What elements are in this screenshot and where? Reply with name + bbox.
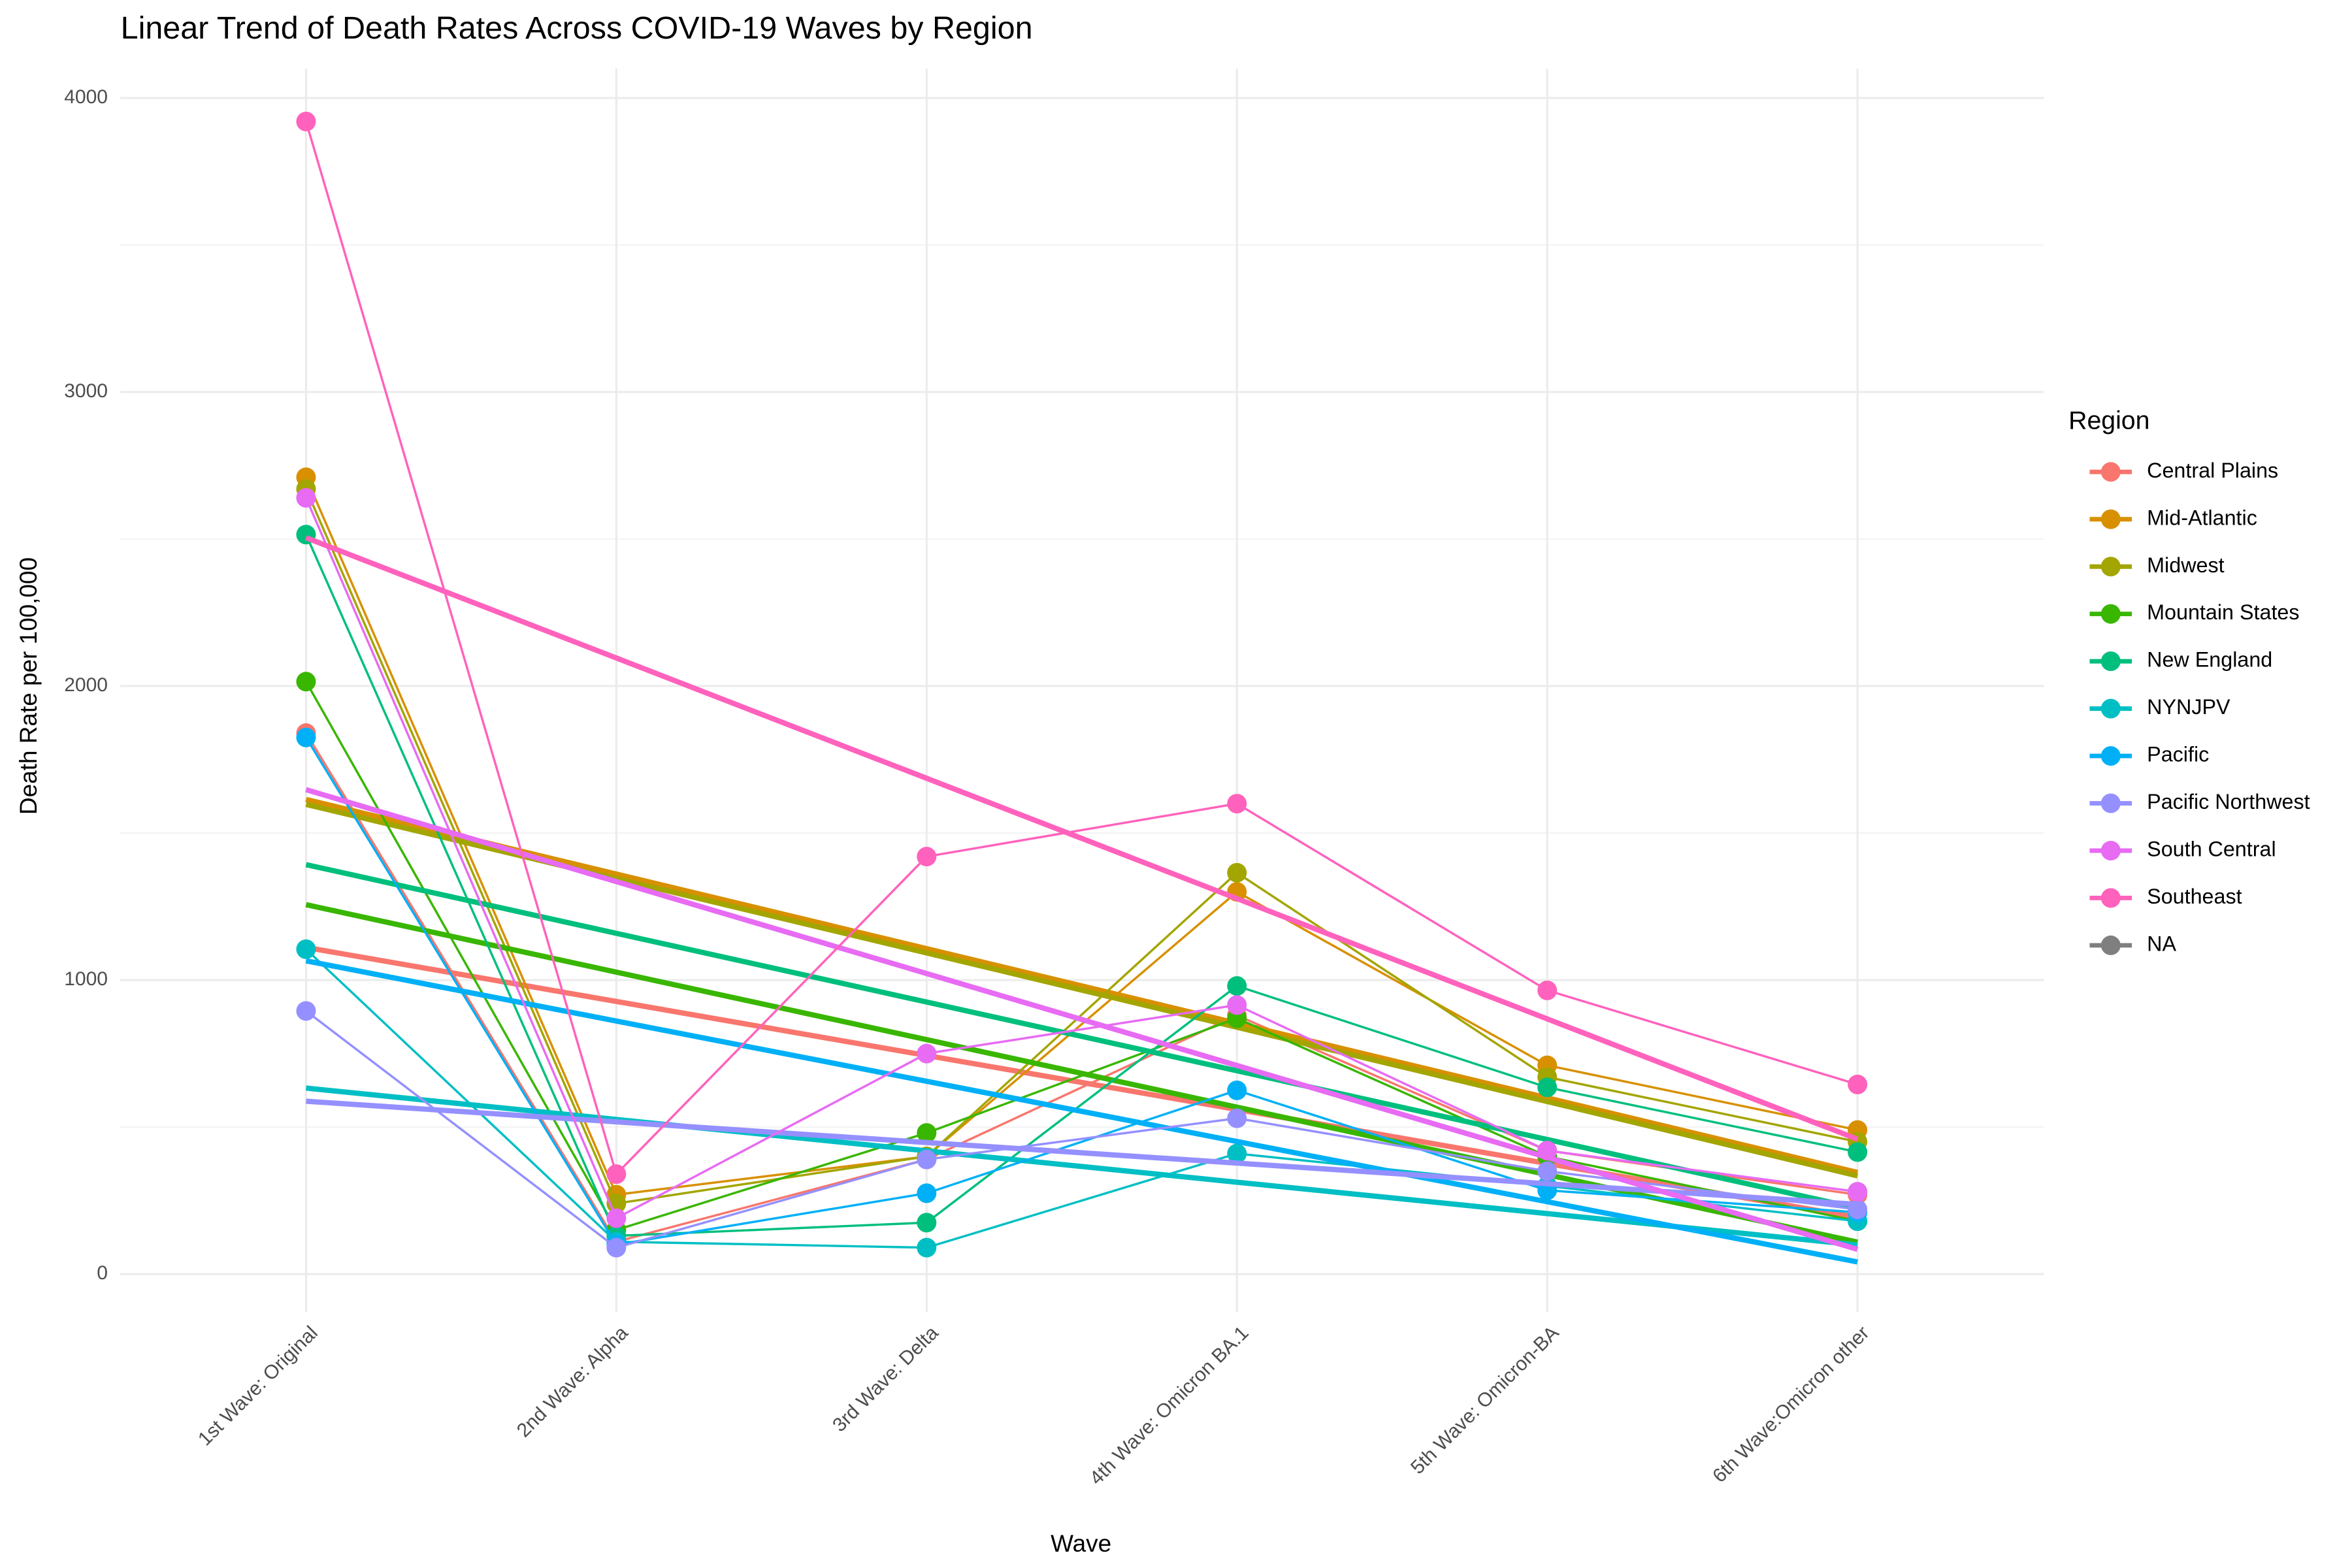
data-point (917, 1123, 937, 1143)
trend-line (305, 862, 1858, 1211)
data-point (1848, 1074, 1868, 1094)
x-tick-label: 5th Wave: Omicron-BA (1407, 1322, 1563, 1478)
chart-title: Linear Trend of Death Rates Across COVID… (121, 10, 1033, 46)
y-tick-label: 1000 (64, 968, 108, 990)
data-point (296, 939, 316, 959)
data-point (1537, 1141, 1558, 1161)
legend-key-point (2100, 604, 2121, 624)
plot-area (296, 112, 1868, 1265)
legend-key-point (2100, 651, 2121, 672)
data-point (606, 1208, 627, 1228)
x-tick-label: 4th Wave: Omicron BA.1 (1086, 1322, 1253, 1490)
data-point (606, 1164, 627, 1184)
series-line (304, 488, 1858, 1205)
legend-key-point (2100, 888, 2121, 908)
trend-line (306, 1098, 1858, 1207)
x-tick-label: 6th Wave:Omicron other (1708, 1322, 1873, 1487)
legend-key-point (2100, 746, 2121, 766)
data-point (917, 1213, 937, 1233)
legend-key-point (2100, 935, 2121, 955)
data-point (296, 672, 316, 692)
data-point (1848, 1142, 1868, 1162)
data-point (1227, 794, 1247, 814)
trend-line (306, 1085, 1858, 1248)
legend-label: Pacific Northwest (2147, 790, 2310, 813)
x-tick-label: 3rd Wave: Delta (828, 1322, 943, 1436)
data-point (917, 847, 937, 867)
data-point (1848, 1200, 1868, 1220)
trend-line (305, 902, 1858, 1245)
y-tick-label: 4000 (64, 86, 108, 108)
data-point (1848, 1182, 1868, 1202)
series-line (304, 534, 1858, 1237)
legend-label: NYNJPV (2147, 695, 2230, 719)
data-point (917, 1149, 937, 1169)
y-axis-title: Death Rate per 100,000 (15, 557, 42, 815)
data-point (1227, 862, 1247, 883)
data-point (1227, 976, 1247, 996)
data-point (296, 727, 316, 747)
data-point (606, 1237, 627, 1258)
legend-label: Mountain States (2147, 600, 2299, 624)
data-point (1227, 995, 1247, 1015)
legend-label: Midwest (2147, 553, 2224, 577)
legend-key-point (2100, 698, 2121, 719)
data-point (296, 488, 316, 508)
legend-key-point (2100, 462, 2121, 482)
legend: Central Plains Mid-Atlantic Midwest Mountai… (2089, 459, 2310, 955)
trend-line (305, 958, 1858, 1265)
trend-line (304, 535, 1859, 1142)
data-point (1537, 980, 1558, 1000)
series-line (305, 948, 1858, 1249)
data-point (1227, 1080, 1247, 1100)
data-point (917, 1183, 937, 1203)
series-line (304, 476, 1858, 1196)
legend-label: NA (2147, 932, 2176, 955)
series-line (304, 121, 1858, 1177)
series-line (304, 736, 1858, 1247)
data-point (296, 1001, 316, 1021)
x-tick-label: 2nd Wave: Alpha (513, 1322, 632, 1441)
legend-title: Region (2068, 406, 2149, 435)
data-point (917, 1043, 937, 1064)
data-point (1227, 1108, 1247, 1128)
trend-line (305, 787, 1859, 1252)
y-tick-label: 0 (97, 1262, 108, 1284)
data-point (917, 1237, 937, 1258)
data-point (1227, 1143, 1247, 1164)
legend-label: Mid-Atlantic (2147, 506, 2257, 529)
data-point (296, 112, 316, 132)
legend-key-point (2100, 793, 2121, 813)
legend-label: New England (2147, 648, 2272, 672)
legend-label: Southeast (2147, 885, 2242, 908)
y-tick-label: 2000 (64, 674, 108, 696)
data-point (1537, 1077, 1558, 1098)
legend-label: South Central (2147, 838, 2276, 861)
x-tick-label: 1st Wave: Original (194, 1322, 322, 1450)
series-line (304, 497, 1858, 1220)
x-axis-title: Wave (1051, 1530, 1111, 1557)
trend-line (305, 796, 1859, 1175)
y-tick-label: 3000 (64, 380, 108, 402)
legend-key-point (2100, 557, 2121, 577)
legend-label: Pacific (2147, 743, 2209, 766)
series-line (305, 1009, 1858, 1249)
legend-key-point (2100, 841, 2121, 860)
legend-label: Central Plains (2147, 459, 2278, 482)
data-point (1537, 1161, 1558, 1181)
legend-key-point (2100, 509, 2121, 529)
